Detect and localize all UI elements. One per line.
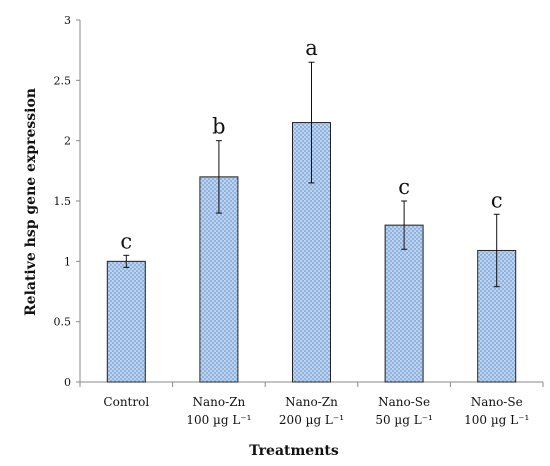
x-axis-title: Treatments: [249, 443, 339, 459]
y-tick-label: 2: [64, 135, 71, 148]
x-category-label: Nano-Se: [378, 395, 430, 409]
x-category-sublabel: 200 µg L⁻¹: [279, 413, 344, 427]
significance-letter: b: [212, 115, 225, 139]
significance-letter: c: [491, 188, 503, 212]
y-tick-label: 1.5: [54, 195, 72, 208]
x-category-label: Nano-Zn: [193, 395, 246, 409]
x-category-sublabel: 100 µg L⁻¹: [464, 413, 529, 427]
y-tick-label: 2.5: [54, 74, 72, 87]
y-tick-label: 3: [64, 14, 71, 27]
x-category-sublabel: 100 µg L⁻¹: [186, 413, 251, 427]
x-category-label: Nano-Zn: [285, 395, 338, 409]
y-axis-title: Relative hsp gene expression: [23, 88, 39, 316]
x-category-label: Nano-Se: [471, 395, 523, 409]
significance-letter: c: [120, 229, 132, 253]
y-tick-label: 1: [64, 255, 71, 268]
y-tick-label: 0.5: [54, 316, 72, 329]
x-category-sublabel: 50 µg L⁻¹: [375, 413, 433, 427]
y-tick-label: 0: [64, 376, 71, 389]
x-category-label: Control: [103, 395, 149, 409]
significance-letter: c: [398, 175, 410, 199]
bar: [106, 260, 146, 383]
significance-letter: a: [305, 36, 318, 60]
